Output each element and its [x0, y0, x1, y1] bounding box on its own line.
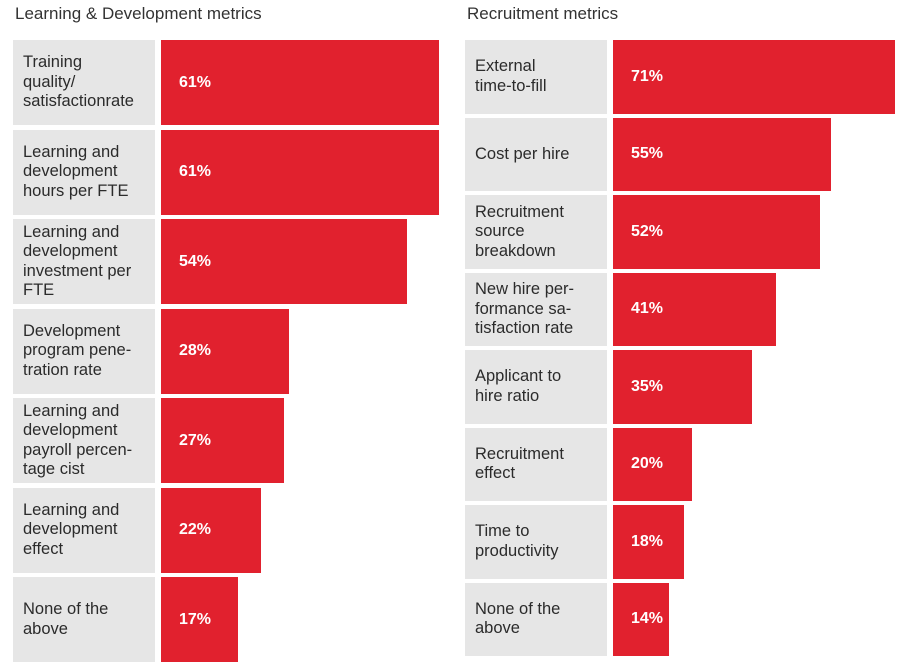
category-label-box: New hire per- formance sa- tisfaction ra… [465, 272, 607, 346]
category-label: External time-to-fill [475, 57, 547, 95]
bar: 20% [613, 427, 693, 501]
bar-value-label: 18% [631, 532, 664, 550]
bar-row: Learning and development hours per FTE 61… [13, 129, 443, 215]
bar-value-label: 71% [631, 67, 664, 85]
category-label: Learning and development payroll percen-… [23, 401, 133, 479]
bar-row: None of the above 17% [13, 577, 443, 662]
category-label-box: Recruitment source breakdown [465, 195, 607, 269]
bar-row: Recruitment source breakdown 52% [465, 195, 895, 269]
bar: 35% [613, 350, 752, 424]
bar: 61% [161, 129, 439, 215]
bar: 27% [161, 398, 285, 483]
bar-row: Cost per hire 55% [465, 117, 895, 191]
bar: 41% [613, 272, 776, 346]
category-label-box: External time-to-fill [465, 40, 607, 114]
bar: 61% [161, 40, 439, 125]
bar-value-label: 17% [179, 610, 212, 628]
bar-row: Development program pene- tration rate 28… [13, 308, 443, 394]
bar-row: None of the above 14% [465, 582, 895, 656]
bar: 22% [161, 487, 262, 573]
bar-row: Applicant to hire ratio 35% [465, 350, 895, 424]
chart-title: Recruitment metrics [467, 4, 619, 23]
chart-title: Learning & Development metrics [15, 4, 262, 23]
category-label-box: Training quality/ satisfactionrate [13, 40, 155, 125]
category-label-box: Cost per hire [465, 117, 607, 191]
bar-value-label: 54% [179, 252, 212, 270]
bar-value-label: 61% [179, 163, 212, 180]
bar-value-label: 41% [631, 300, 664, 318]
category-label: Learning and development effect [23, 500, 120, 558]
bar-value-label: 55% [631, 145, 664, 163]
bar-value-label: 22% [179, 521, 212, 538]
category-label: None of the above [23, 600, 109, 638]
bar-value-label: 28% [179, 342, 212, 359]
category-label: New hire per- formance sa- tisfaction ra… [475, 280, 575, 337]
category-label: Time to productivity [475, 522, 559, 560]
category-label-box: Time to productivity [465, 505, 607, 579]
bar-row: Recruitment effect 20% [465, 427, 895, 501]
bar-row: Learning and development investment per … [13, 219, 443, 304]
bar-value-label: 52% [631, 222, 664, 240]
category-label: Training quality/ satisfactionrate [23, 53, 134, 111]
category-label: None of the above [475, 599, 561, 638]
category-label-box: Recruitment effect [465, 427, 607, 501]
category-label-box: Applicant to hire ratio [465, 350, 607, 424]
bar: 71% [613, 40, 895, 114]
bar: 54% [161, 219, 408, 304]
bar-value-label: 20% [631, 455, 664, 473]
category-label: Recruitment source breakdown [475, 202, 564, 260]
category-label-box: Learning and development payroll percen-… [13, 398, 155, 483]
bar-row: Learning and development effect 22% [13, 487, 443, 573]
category-label: Cost per hire [475, 144, 570, 163]
bar-row: Time to productivity 18% [465, 505, 895, 579]
category-label-box: None of the above [13, 577, 155, 662]
bar-row: Learning and development payroll percen-… [13, 398, 443, 483]
category-label-box: Learning and development effect [13, 487, 155, 573]
category-label: Applicant to hire ratio [475, 367, 562, 405]
category-label: Learning and development hours per FTE [23, 142, 129, 200]
bar-value-label: 35% [631, 377, 664, 395]
category-label-box: Development program pene- tration rate [13, 308, 155, 394]
bar: 17% [161, 577, 239, 662]
bar: 52% [613, 195, 820, 269]
bar: 18% [613, 505, 685, 579]
bar-value-label: 14% [631, 610, 664, 628]
bar-value-label: 27% [179, 431, 212, 449]
category-label-box: Learning and development investment per … [13, 219, 155, 304]
bar-row: Training quality/ satisfactionrate 61% [13, 40, 443, 125]
bar: 28% [161, 308, 289, 394]
category-label: Learning and development investment per … [23, 222, 132, 300]
bar-row: New hire per- formance sa- tisfaction ra… [465, 272, 895, 346]
bar-value-label: 61% [179, 73, 212, 91]
category-label: Recruitment effect [475, 444, 564, 483]
bar: 55% [613, 117, 832, 191]
category-label-box: None of the above [465, 582, 607, 656]
category-label: Development program pene- tration rate [23, 321, 132, 379]
bar-row: External time-to-fill 71% [465, 40, 895, 114]
bar: 14% [613, 582, 669, 656]
category-label-box: Learning and development hours per FTE [13, 129, 155, 215]
